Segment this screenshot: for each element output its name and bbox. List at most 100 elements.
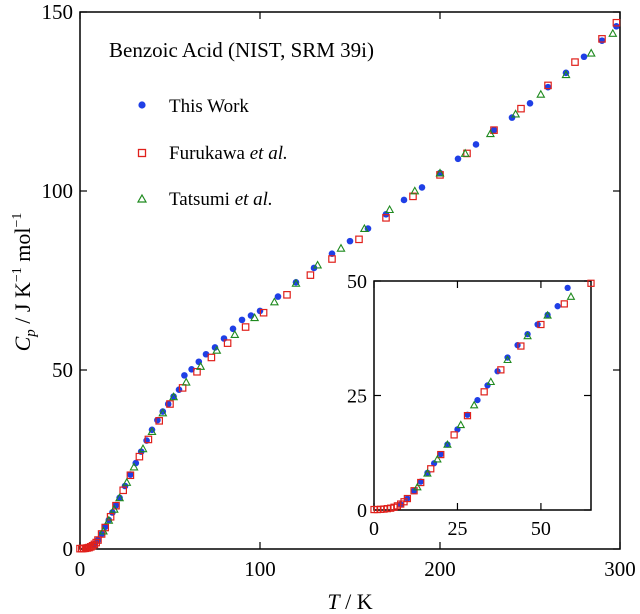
main-point-this-work [508,114,516,121]
main-point-tatsumi [385,204,395,214]
inset-point-this-work [554,303,561,310]
main-point-this-work [364,225,372,232]
main-point-tatsumi [98,526,108,535]
main-point-furukawa [517,104,525,113]
main-data-points [76,18,621,553]
legend-label-furukawa: Furukawa et al. [169,143,288,164]
inset-point-tatsumi [443,439,452,448]
main-y-tick-label: 150 [42,0,74,24]
main-point-furukawa [135,452,144,461]
legend-label-tatsumi: Tatsumi et al. [169,189,273,210]
main-point-tatsumi [158,408,168,417]
inset-point-this-work [474,396,481,404]
main-point-tatsumi [169,392,179,401]
inset-x-tick-label: 0 [369,518,379,540]
main-point-tatsumi [196,361,206,370]
main-point-tatsumi [212,345,222,354]
main-point-furukawa [544,81,552,90]
main-point-tatsumi [129,462,139,471]
legend-marker-furukawa [137,148,147,158]
main-point-furukawa [119,486,128,495]
main-point-furukawa [612,18,621,27]
inset-chart: 0 25 50 0 25 50 [347,271,595,540]
main-point-tatsumi [561,69,571,79]
main-point-tatsumi [435,168,445,177]
inset-point-this-work [410,487,418,494]
inset-axis-ticks: 0 25 50 0 25 50 [347,271,591,540]
legend-marker-this-work [138,101,146,109]
inset-point-this-work [564,284,571,292]
main-point-this-work [490,126,498,134]
main-plot-frame [79,11,621,550]
legend: This Work Furukawa et al. Tatsumi et al. [136,96,288,210]
inset-point-tatsumi [523,331,532,340]
main-point-tatsumi [336,243,346,252]
main-point-tatsumi [460,148,470,157]
main-point-furukawa [241,323,250,331]
main-point-tatsumi [104,515,114,524]
inset-point-furukawa [497,366,505,374]
main-axis-ticks: 0 100 200 300 0 50 100 150 [42,0,636,581]
inset-point-tatsumi [543,310,552,319]
inset-point-furukawa [517,342,525,350]
main-point-tatsumi [291,278,301,287]
main-x-tick-label: 300 [604,557,636,581]
main-point-furukawa [155,417,164,425]
inset-data-points [370,279,595,514]
main-point-this-work [211,344,219,351]
inset-point-furukawa [417,478,425,487]
main-point-furukawa [306,271,315,279]
main-point-tatsumi [115,493,125,502]
inset-point-furukawa [437,450,445,459]
main-point-furukawa [223,339,232,347]
main-point-furukawa [355,235,363,244]
main-point-tatsumi [181,377,191,386]
main-point-furukawa [409,192,417,201]
inset-point-furukawa [450,431,458,439]
inset-point-tatsumi [469,400,479,409]
inset-point-furukawa [537,320,545,329]
inset-point-tatsumi [413,482,422,491]
inset-y-tick-label: 0 [357,500,367,522]
inset-point-tatsumi [503,355,512,364]
main-point-furukawa [92,538,101,547]
main-point-furukawa [283,291,291,299]
inset-background [374,281,591,510]
main-point-tatsumi [485,128,495,138]
main-point-tatsumi [410,186,420,195]
inset-point-furukawa [463,412,472,420]
inset-point-this-work [437,450,444,458]
main-point-this-work [121,482,129,490]
inset-point-tatsumi [456,420,466,429]
inset-point-furukawa [587,279,595,287]
main-point-this-work [598,37,606,44]
main-point-this-work [526,99,534,107]
main-point-tatsumi [359,223,369,233]
main-point-this-work [400,196,408,204]
main-point-tatsumi [109,504,119,513]
main-point-this-work [170,393,177,400]
inset-y-tick-label: 50 [347,271,367,293]
main-point-furukawa [144,435,153,444]
chart-title: Benzoic Acid (NIST, SRM 39i) [109,38,374,62]
main-point-this-work [238,316,246,324]
main-point-tatsumi [138,444,148,453]
main-point-this-work [164,400,172,408]
inset-point-this-work [544,311,551,319]
inset-point-furukawa [480,388,488,396]
inset-x-tick-label: 25 [447,518,467,540]
main-point-furukawa [328,255,336,263]
main-y-tick-label: 50 [52,358,73,382]
legend-label-this-work: This Work [169,96,249,117]
main-point-this-work [346,237,354,245]
inset-point-furukawa [410,487,418,495]
x-axis-label: T / K [327,589,372,614]
main-point-furukawa [382,214,390,222]
main-point-this-work [274,293,282,300]
inset-point-tatsumi [566,292,576,300]
inset-point-tatsumi [486,377,496,386]
main-point-furukawa [598,35,606,43]
main-point-tatsumi [608,28,618,37]
main-x-tick-label: 200 [424,557,456,581]
